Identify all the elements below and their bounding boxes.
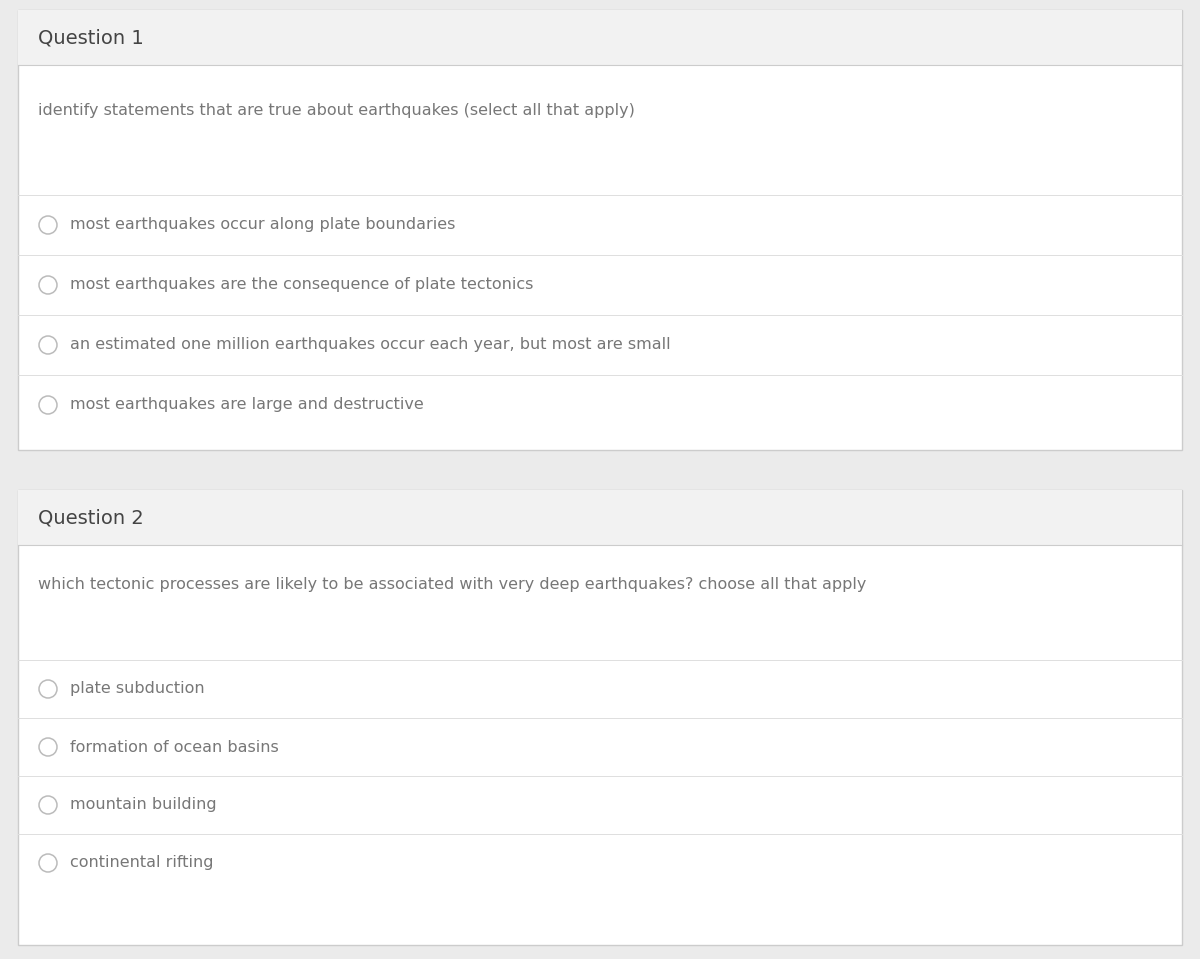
Text: Question 2: Question 2 xyxy=(38,508,144,527)
Text: most earthquakes occur along plate boundaries: most earthquakes occur along plate bound… xyxy=(70,218,455,232)
FancyBboxPatch shape xyxy=(18,490,1182,945)
FancyBboxPatch shape xyxy=(18,10,1182,65)
Circle shape xyxy=(38,796,58,814)
FancyBboxPatch shape xyxy=(18,10,1182,450)
Text: plate subduction: plate subduction xyxy=(70,682,205,696)
Circle shape xyxy=(38,396,58,414)
Text: formation of ocean basins: formation of ocean basins xyxy=(70,739,278,755)
Circle shape xyxy=(38,854,58,872)
Text: most earthquakes are the consequence of plate tectonics: most earthquakes are the consequence of … xyxy=(70,277,533,292)
Circle shape xyxy=(38,276,58,294)
Text: most earthquakes are large and destructive: most earthquakes are large and destructi… xyxy=(70,397,424,412)
Text: continental rifting: continental rifting xyxy=(70,855,214,871)
Text: an estimated one million earthquakes occur each year, but most are small: an estimated one million earthquakes occ… xyxy=(70,338,671,353)
FancyBboxPatch shape xyxy=(18,490,1182,545)
Text: mountain building: mountain building xyxy=(70,798,217,812)
Text: which tectonic processes are likely to be associated with very deep earthquakes?: which tectonic processes are likely to b… xyxy=(38,577,866,593)
Text: Question 1: Question 1 xyxy=(38,28,144,47)
Text: identify statements that are true about earthquakes (select all that apply): identify statements that are true about … xyxy=(38,103,635,118)
Circle shape xyxy=(38,738,58,756)
Circle shape xyxy=(38,336,58,354)
Circle shape xyxy=(38,216,58,234)
Circle shape xyxy=(38,680,58,698)
